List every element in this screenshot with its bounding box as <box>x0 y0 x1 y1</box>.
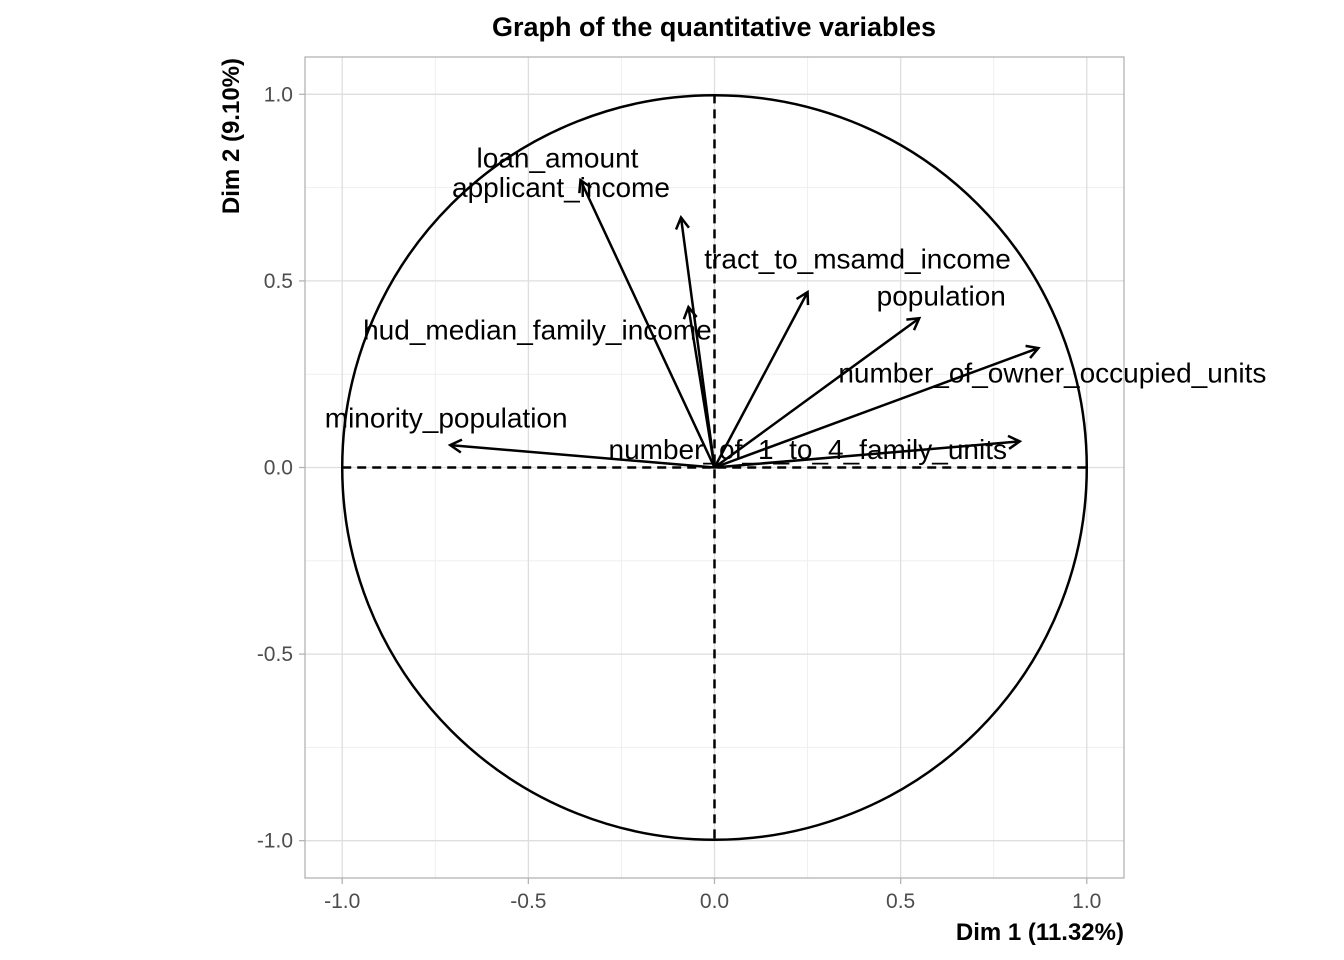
arrow-head-minority-population <box>447 438 463 454</box>
y-tick-label: -1.0 <box>257 830 293 853</box>
y-tick-label: -0.5 <box>257 643 293 666</box>
arrow-head-number-of-1-to-4-family-units <box>1007 434 1023 450</box>
x-tick-label: -1.0 <box>324 890 360 913</box>
arrow-shaft-population <box>713 317 920 469</box>
x-tick-label: 1.0 <box>1072 890 1101 913</box>
reference-lines <box>342 94 1087 841</box>
x-tick-label: 0.0 <box>700 890 729 913</box>
y-tick-label: 1.0 <box>264 83 293 106</box>
y-tick-label: 0.0 <box>264 457 293 480</box>
arrow-head-loan-amount <box>578 177 592 194</box>
x-tick-label: -0.5 <box>510 890 546 913</box>
x-axis-ticks: -1.0 -0.5 0.0 0.5 1.0 <box>324 878 1101 913</box>
variable-label-number-of-owner-occupied-units: number_of_owner_occupied_units <box>838 357 1266 388</box>
arrow-head-applicant-income <box>674 214 690 230</box>
variable-label-number-of-1-to-4-family-units: number_of_1_to_4_family_units <box>609 434 1007 465</box>
chart-title: Graph of the quantitative variables <box>492 12 936 42</box>
arrow-head-number-of-owner-occupied-units <box>1025 344 1041 359</box>
variable-label-tract-to-msamd-income: tract_to_msamd_income <box>704 243 1011 274</box>
correlation-circle <box>340 93 1089 842</box>
x-tick-label: 0.5 <box>886 890 915 913</box>
y-axis-ticks: -1.0 -0.5 0.0 0.5 1.0 <box>257 83 305 853</box>
variable-label-hud-median-family-income: hud_median_family_income <box>363 314 712 345</box>
arrow-shaft-number-of-1-to-4-family-units <box>714 440 1020 469</box>
arrow-shaft-minority-population <box>450 443 715 469</box>
arrow-head-population <box>906 316 922 331</box>
variable-label-loan-amount: loan_amount <box>477 143 639 174</box>
x-axis-title: Dim 1 (11.32%) <box>956 919 1124 946</box>
variable-label-applicant-income: applicant_income <box>452 172 670 203</box>
arrow-head-tract-to-msamd-income <box>795 289 810 306</box>
arrow-shaft-loan-amount <box>579 179 716 469</box>
y-tick-label: 0.5 <box>264 270 293 293</box>
y-axis-title: Dim 2 (9.10%) <box>218 58 245 214</box>
variable-label-population: population <box>877 281 1006 312</box>
arrow-head-hud-median-family-income <box>682 304 698 320</box>
variable-label-minority-population: minority_population <box>325 402 568 433</box>
arrow-shaft-number-of-owner-occupied-units <box>714 346 1039 469</box>
arrow-shaft-tract-to-msamd-income <box>713 291 809 469</box>
variable-arrows <box>447 177 1041 469</box>
arrow-shaft-hud-median-family-income <box>687 306 716 468</box>
